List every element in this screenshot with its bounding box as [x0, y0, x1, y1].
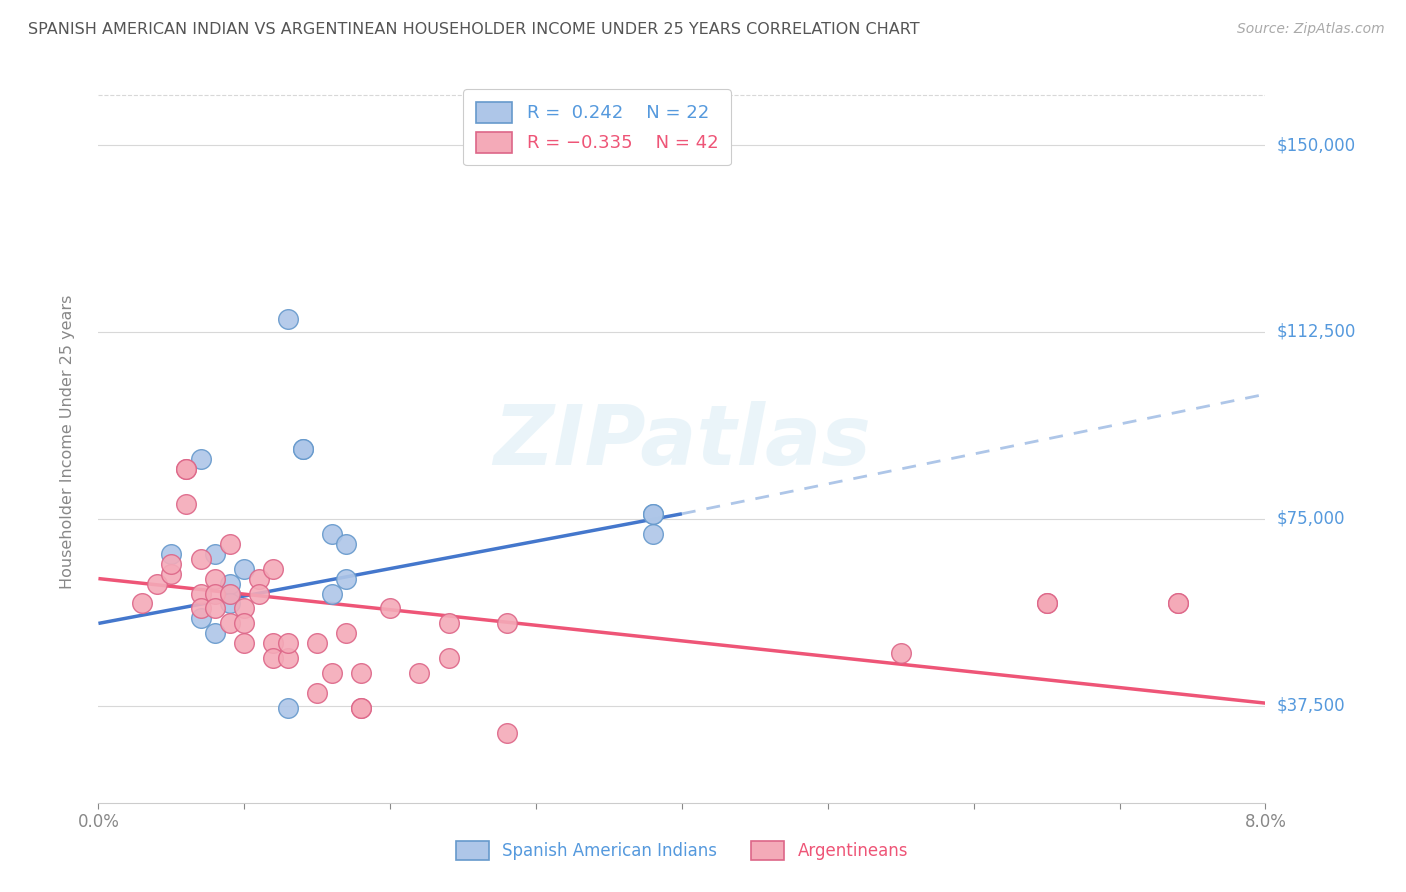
Point	[496, 616, 519, 631]
Point	[437, 651, 460, 665]
Point	[174, 497, 197, 511]
Point	[408, 666, 430, 681]
Point	[218, 586, 240, 600]
Point	[247, 572, 270, 586]
Point	[204, 626, 226, 640]
Point	[218, 616, 240, 631]
Point	[890, 646, 912, 660]
Point	[233, 616, 256, 631]
Point	[641, 507, 664, 521]
Text: SPANISH AMERICAN INDIAN VS ARGENTINEAN HOUSEHOLDER INCOME UNDER 25 YEARS CORRELA: SPANISH AMERICAN INDIAN VS ARGENTINEAN H…	[28, 22, 920, 37]
Y-axis label: Householder Income Under 25 years: Householder Income Under 25 years	[60, 294, 75, 589]
Point	[277, 651, 299, 665]
Point	[131, 597, 153, 611]
Point	[262, 561, 284, 575]
Point	[190, 551, 212, 566]
Point	[218, 586, 240, 600]
Point	[233, 601, 256, 615]
Point	[350, 701, 373, 715]
Point	[1167, 597, 1189, 611]
Text: ZIPatlas: ZIPatlas	[494, 401, 870, 482]
Point	[321, 526, 343, 541]
Text: $75,000: $75,000	[1277, 509, 1346, 528]
Point	[190, 601, 212, 615]
Point	[262, 636, 284, 650]
Point	[190, 586, 212, 600]
Point	[174, 462, 197, 476]
Point	[247, 586, 270, 600]
Point	[174, 462, 197, 476]
Text: $150,000: $150,000	[1277, 136, 1355, 154]
Point	[641, 507, 664, 521]
Point	[277, 636, 299, 650]
Legend: Spanish American Indians, Argentineans: Spanish American Indians, Argentineans	[449, 834, 915, 867]
Point	[641, 526, 664, 541]
Point	[291, 442, 314, 456]
Point	[1035, 597, 1057, 611]
Point	[204, 572, 226, 586]
Point	[160, 566, 183, 581]
Point	[496, 726, 519, 740]
Point	[277, 701, 299, 715]
Point	[1167, 597, 1189, 611]
Point	[307, 636, 329, 650]
Point	[350, 666, 373, 681]
Point	[321, 586, 343, 600]
Text: $112,500: $112,500	[1277, 323, 1355, 341]
Point	[321, 666, 343, 681]
Point	[204, 586, 226, 600]
Point	[204, 547, 226, 561]
Point	[307, 686, 329, 700]
Point	[437, 616, 460, 631]
Point	[233, 636, 256, 650]
Point	[190, 452, 212, 467]
Point	[218, 597, 240, 611]
Point	[160, 547, 183, 561]
Point	[233, 561, 256, 575]
Text: Source: ZipAtlas.com: Source: ZipAtlas.com	[1237, 22, 1385, 37]
Point	[146, 576, 169, 591]
Point	[160, 557, 183, 571]
Point	[335, 626, 357, 640]
Point	[277, 312, 299, 326]
Point	[218, 537, 240, 551]
Point	[335, 572, 357, 586]
Point	[291, 442, 314, 456]
Point	[204, 601, 226, 615]
Point	[350, 701, 373, 715]
Point	[218, 576, 240, 591]
Point	[380, 601, 402, 615]
Text: $37,500: $37,500	[1277, 697, 1346, 714]
Point	[1035, 597, 1057, 611]
Point	[335, 537, 357, 551]
Point	[262, 651, 284, 665]
Point	[190, 611, 212, 625]
